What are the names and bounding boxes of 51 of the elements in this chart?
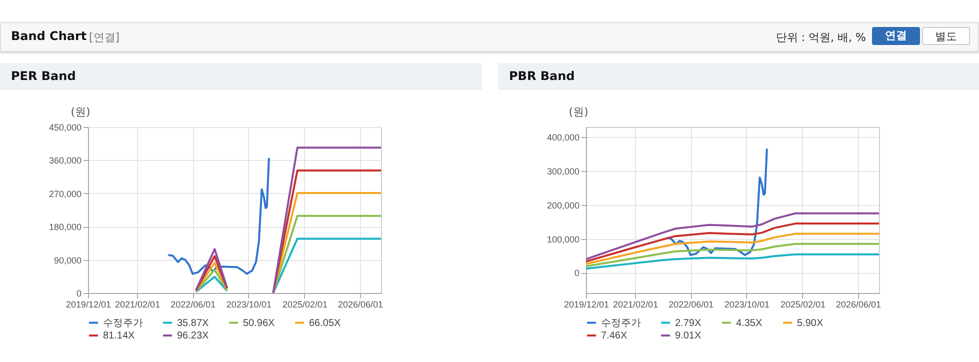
line-series: [586, 222, 879, 262]
legend-label: 96.23X: [177, 330, 210, 342]
y-axis-title: (원): [568, 106, 588, 118]
x-tick-label: 2023/10/01: [724, 300, 770, 310]
legend-label: 50.96X: [243, 318, 276, 329]
y-tick-label: 180,000: [48, 222, 82, 232]
chart-title: PER Band: [0, 63, 482, 90]
x-tick-label: 2022/06/01: [668, 300, 714, 310]
y-tick-label: 360,000: [48, 156, 82, 166]
line-series: [167, 156, 270, 275]
legend-label: 수정주가: [601, 318, 641, 329]
x-tick-label: 2026/06/01: [338, 300, 384, 310]
legend-label: 7.46X: [601, 330, 628, 342]
legend-label: 81.14X: [103, 330, 136, 342]
x-tick-label: 2021/02/01: [115, 300, 160, 310]
text: Band Chart: [11, 29, 87, 43]
y-tick-label: 0: [574, 268, 580, 278]
text: 단위 : 억원, 배, %: [776, 30, 866, 45]
y-tick-label: 270,000: [48, 188, 82, 199]
x-tick-label: 2019/12/01: [66, 300, 112, 310]
legend-label: 2.79X: [675, 318, 702, 329]
y-tick-label: 400,000: [546, 132, 580, 143]
line-series: [586, 232, 879, 265]
x-tick-label: 2022/06/01: [170, 300, 216, 310]
legend-label: 35.87X: [177, 318, 210, 329]
y-tick-label: 100,000: [546, 234, 580, 244]
y-tick-label: 200,000: [546, 200, 580, 210]
text: 연결: [872, 27, 920, 45]
line-series: [586, 212, 879, 260]
legend-label: 66.05X: [309, 318, 342, 329]
x-tick-label: 2019/12/01: [564, 300, 610, 310]
legend-label: 수정주가: [103, 318, 143, 329]
y-tick-label: 0: [76, 288, 82, 298]
x-tick-label: 2025/02/01: [780, 300, 826, 310]
text: [연결]: [89, 30, 120, 45]
legend-label: 5.90X: [797, 318, 824, 329]
x-tick-label: 2026/06/01: [836, 300, 882, 310]
y-tick-label: 90,000: [54, 255, 82, 266]
line-series: [586, 242, 879, 268]
y-axis-title: (원): [70, 106, 90, 118]
x-tick-label: 2021/02/01: [613, 300, 658, 310]
y-tick-label: 300,000: [546, 166, 580, 177]
chart-title: PBR Band: [498, 63, 979, 90]
x-tick-label: 2023/10/01: [226, 300, 272, 310]
y-tick-label: 450,000: [48, 122, 82, 132]
legend-label: 4.35X: [736, 318, 762, 329]
text: 별도: [922, 27, 970, 45]
legend-label: 9.01X: [675, 330, 702, 342]
line-series: [665, 148, 768, 256]
line-series: [586, 253, 879, 270]
x-tick-label: 2025/02/01: [282, 300, 328, 310]
